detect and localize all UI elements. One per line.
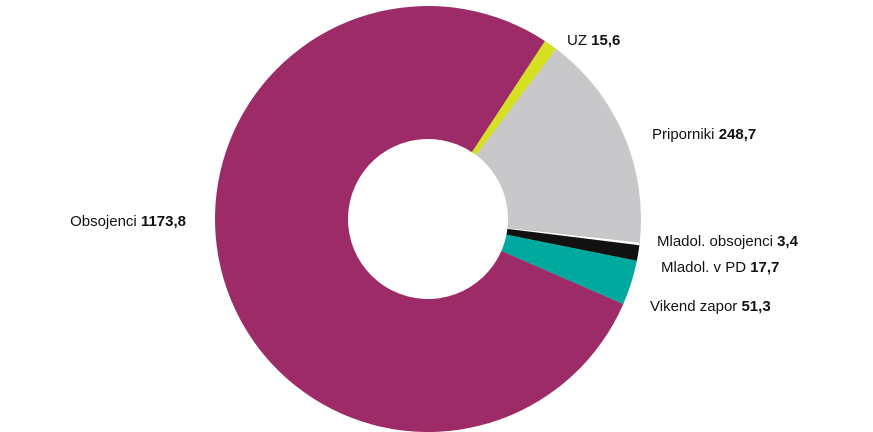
slice bbox=[507, 227, 640, 246]
category-name: UZ bbox=[567, 32, 587, 49]
slice bbox=[501, 234, 637, 305]
slice-label: Vikend zapor 51,3 bbox=[650, 298, 771, 315]
category-name: Mladol. v PD bbox=[661, 259, 746, 276]
slice bbox=[471, 40, 557, 156]
slice-label: Mladol. obsojenci 3,4 bbox=[657, 233, 799, 250]
slice-label: Obsojenci 1173,8 bbox=[70, 213, 186, 230]
slice-label: Mladol. v PD 17,7 bbox=[661, 259, 779, 276]
value-label: 51,3 bbox=[741, 298, 770, 315]
category-name: Obsojenci bbox=[70, 213, 137, 230]
category-name: Mladol. obsojenci bbox=[657, 233, 773, 250]
value-label: 15,6 bbox=[591, 32, 620, 49]
category-name: Vikend zapor bbox=[650, 298, 737, 315]
value-label: 1173,8 bbox=[141, 213, 186, 230]
slice-label: Priporniki 248,7 bbox=[652, 126, 756, 143]
slice bbox=[506, 228, 640, 261]
slice bbox=[215, 6, 624, 432]
value-label: 17,7 bbox=[750, 259, 779, 276]
value-label: 3,4 bbox=[777, 233, 799, 250]
value-label: 248,7 bbox=[719, 126, 757, 143]
slice-label: UZ 15,6 bbox=[567, 32, 620, 49]
category-name: Priporniki bbox=[652, 126, 715, 143]
slice bbox=[476, 48, 642, 243]
